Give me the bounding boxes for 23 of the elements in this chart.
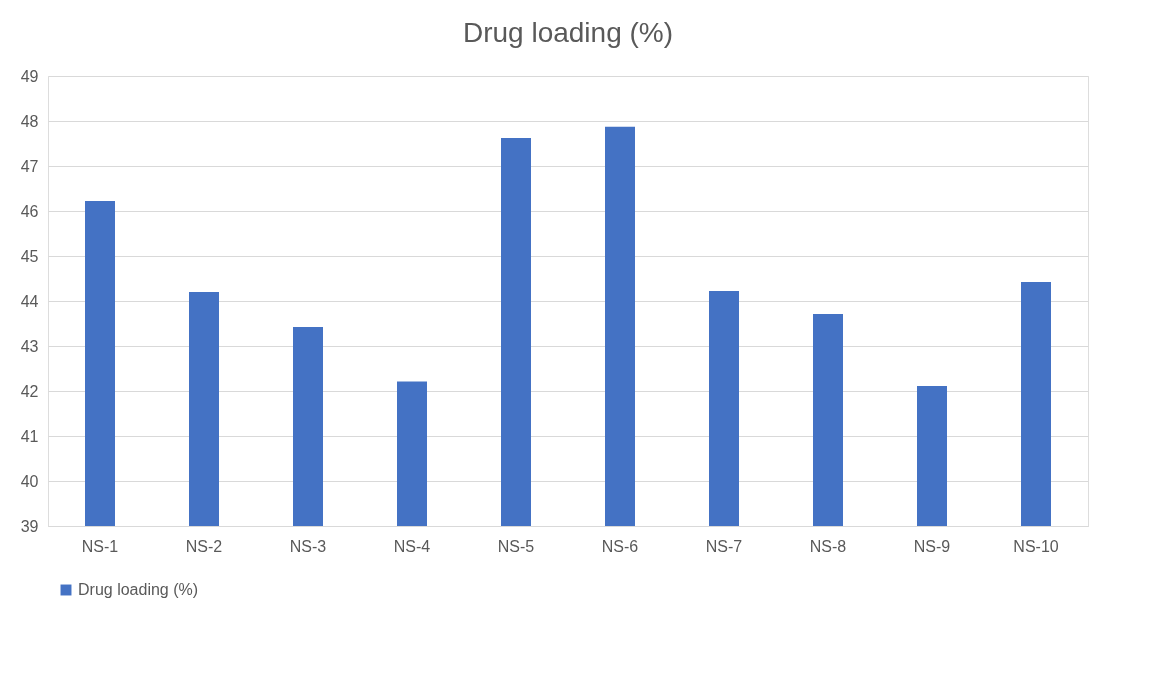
y-tick-label: 48: [20, 112, 39, 130]
y-tick-label: 49: [20, 67, 39, 85]
x-tick-label: NS-7: [705, 537, 743, 555]
y-tick-label: 44: [20, 292, 39, 310]
y-tick-label: 47: [20, 157, 39, 175]
legend-label: Drug loading (%): [78, 581, 199, 598]
y-tick-label: 43: [20, 337, 39, 355]
x-tick-label: NS-1: [81, 537, 119, 555]
x-tick-label: NS-5: [497, 537, 535, 555]
x-tick-label: NS-10: [1013, 537, 1059, 555]
chart-title: Drug loading (%): [462, 17, 674, 48]
y-tick-label: 39: [20, 517, 39, 535]
y-tick-label: 45: [20, 247, 39, 265]
x-tick-label: NS-6: [601, 537, 639, 555]
y-tick-label: 42: [20, 382, 39, 400]
y-tick-label: 46: [20, 202, 39, 220]
x-tick-label: NS-4: [393, 537, 431, 555]
x-tick-label: NS-9: [913, 537, 951, 555]
y-tick-label: 41: [20, 427, 39, 445]
y-tick-label: 40: [20, 472, 39, 490]
x-tick-label: NS-3: [289, 537, 327, 555]
x-tick-label: NS-8: [809, 537, 847, 555]
x-tick-label: NS-2: [185, 537, 223, 555]
